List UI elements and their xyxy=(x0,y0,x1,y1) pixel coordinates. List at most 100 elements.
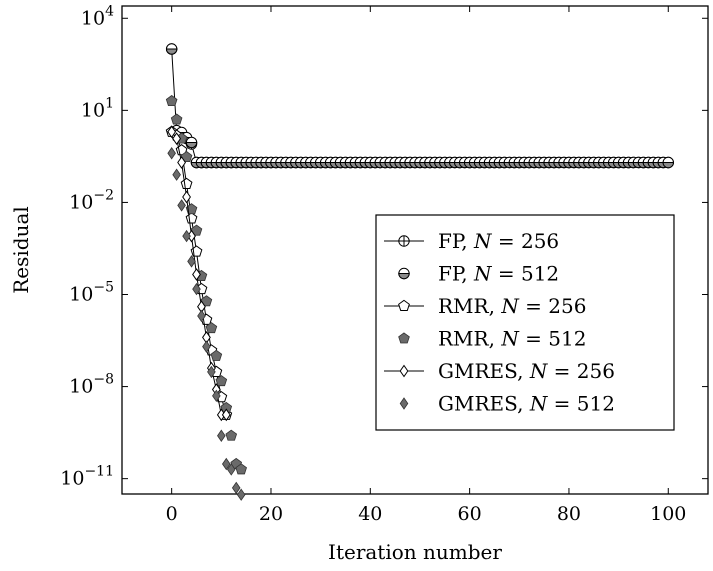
marker-diamond xyxy=(197,309,206,323)
marker-diamond xyxy=(167,147,176,160)
data-point xyxy=(217,429,226,442)
data-point xyxy=(222,457,231,471)
data-point xyxy=(207,365,216,379)
marker-diamond xyxy=(192,268,201,281)
legend-marker xyxy=(399,397,409,410)
y-tick-label: 10−2 xyxy=(69,187,114,213)
data-point xyxy=(210,349,223,361)
legend-entry: FP, N = 256 xyxy=(384,229,559,253)
legend-label: RMR, N = 512 xyxy=(438,327,586,351)
legend-entry: GMRES, N = 512 xyxy=(399,392,615,416)
x-tick-label: 80 xyxy=(557,503,581,525)
data-point xyxy=(167,125,177,139)
data-point xyxy=(192,268,201,281)
marker-pentagon xyxy=(190,224,203,236)
data-point xyxy=(192,282,201,296)
marker-pentagon xyxy=(398,332,410,344)
marker-pentagon xyxy=(180,150,193,163)
marker-diamond xyxy=(182,229,191,243)
data-point xyxy=(172,168,181,181)
legend-label: FP, N = 256 xyxy=(438,229,559,253)
data-point xyxy=(165,95,178,107)
marker-diamond xyxy=(177,156,187,169)
legend-label: GMRES, N = 512 xyxy=(438,392,615,416)
y-tick-label: 10−5 xyxy=(69,280,114,306)
data-point xyxy=(190,224,203,236)
data-point xyxy=(182,190,191,204)
plot-frame xyxy=(121,5,709,495)
data-point xyxy=(236,488,246,501)
x-tick-label: 100 xyxy=(650,503,686,525)
legend-entry: RMR, N = 512 xyxy=(398,327,586,351)
marker-pentagon xyxy=(215,375,228,387)
data-point xyxy=(215,375,228,387)
marker-pentagon xyxy=(398,299,410,312)
marker-diamond xyxy=(399,397,409,410)
x-tick-label: 0 xyxy=(166,503,178,525)
y-axis-label: Residual xyxy=(9,206,33,294)
marker-diamond xyxy=(221,408,231,422)
x-tick-label: 40 xyxy=(358,503,382,525)
legend-marker xyxy=(399,364,409,378)
y-tick-label: 10−11 xyxy=(60,464,114,490)
legend-label: RMR, N = 256 xyxy=(438,294,586,318)
data-point xyxy=(177,156,187,169)
series xyxy=(165,43,674,169)
data-point xyxy=(172,132,182,145)
marker-pentagon xyxy=(185,212,198,224)
data-point xyxy=(165,43,178,55)
y-tick-label: 10−8 xyxy=(69,372,114,398)
data-point xyxy=(187,255,196,268)
marker-pentagon xyxy=(210,349,223,361)
series xyxy=(167,125,231,422)
marker-pentagon xyxy=(235,463,247,475)
marker-pentagon xyxy=(165,95,178,107)
marker-diamond xyxy=(207,365,216,379)
legend-entry: GMRES, N = 256 xyxy=(384,359,615,383)
x-axis-label: Iteration number xyxy=(328,540,502,564)
marker-diamond xyxy=(182,190,191,204)
data-point xyxy=(662,156,674,169)
marker-diamond xyxy=(172,168,181,181)
marker-diamond xyxy=(399,364,409,378)
marker-half xyxy=(165,48,178,55)
marker-diamond xyxy=(222,457,231,471)
data-point xyxy=(185,136,198,149)
legend-marker xyxy=(398,235,410,247)
legend-label: FP, N = 512 xyxy=(438,262,559,286)
data-point xyxy=(205,322,218,334)
marker-diamond xyxy=(187,255,196,268)
legend-marker xyxy=(398,299,410,312)
marker-diamond xyxy=(172,132,182,145)
data-point xyxy=(221,408,231,422)
legend-entry: FP, N = 512 xyxy=(398,262,559,286)
y-tick-label: 104 xyxy=(81,3,114,29)
marker-diamond xyxy=(217,429,226,442)
data-series xyxy=(165,43,674,501)
data-point xyxy=(202,340,211,353)
marker-half xyxy=(662,161,674,169)
data-point xyxy=(212,389,221,403)
marker-diamond xyxy=(202,340,211,353)
data-point xyxy=(226,463,236,476)
series-line xyxy=(171,48,669,163)
legend-entry: RMR, N = 256 xyxy=(384,294,586,318)
data-point xyxy=(177,199,186,212)
legend-label: GMRES, N = 256 xyxy=(438,359,615,383)
data-point xyxy=(225,429,238,441)
data-point xyxy=(180,177,193,189)
x-tick-label: 60 xyxy=(458,503,482,525)
marker-half xyxy=(398,273,410,280)
axis-ticks xyxy=(122,6,708,494)
data-point xyxy=(167,147,176,160)
marker-pentagon xyxy=(200,295,213,307)
series xyxy=(165,43,674,169)
marker-half xyxy=(185,141,198,149)
legend-marker xyxy=(398,332,410,344)
series xyxy=(165,125,233,420)
data-point xyxy=(185,212,198,224)
data-point xyxy=(231,481,241,495)
marker-diamond xyxy=(167,125,177,139)
data-point xyxy=(235,463,247,475)
